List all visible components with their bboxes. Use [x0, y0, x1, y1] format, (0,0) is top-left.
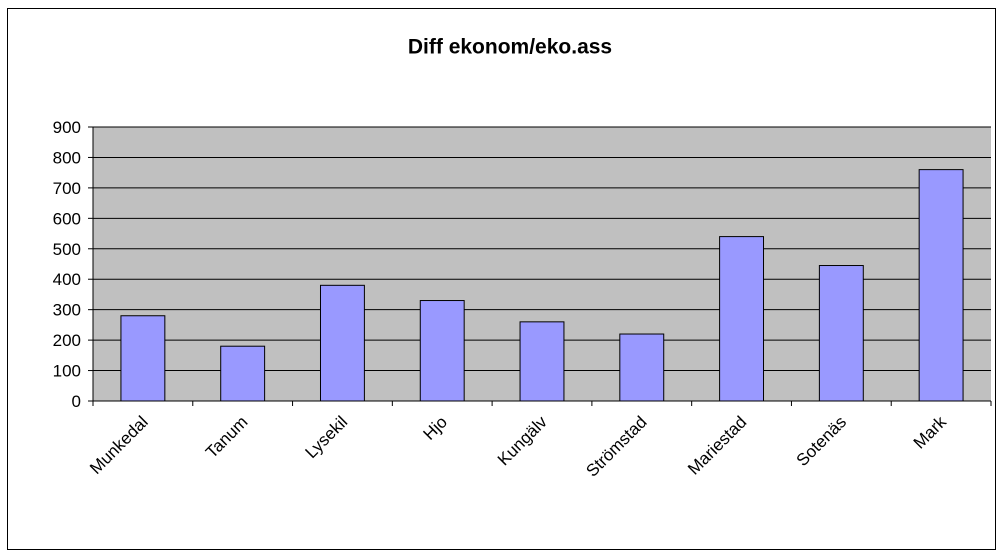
y-tick-label: 100: [53, 362, 81, 381]
y-tick-label: 200: [53, 331, 81, 350]
bar: [319, 284, 365, 402]
bar: [918, 169, 964, 402]
y-tick-label: 900: [53, 118, 81, 137]
bar: [120, 315, 166, 402]
y-tick-label: 400: [53, 270, 81, 289]
bar: [719, 236, 765, 402]
y-tick-label: 0: [72, 392, 81, 411]
y-tick-label: 700: [53, 179, 81, 198]
y-tick-label: 300: [53, 301, 81, 320]
y-tick-label: 600: [53, 209, 81, 228]
bar: [519, 321, 565, 402]
chart-title: Diff ekonom/eko.ass: [408, 36, 612, 59]
bar: [220, 345, 266, 402]
bar: [818, 265, 864, 402]
bar: [419, 300, 465, 402]
y-tick-label: 500: [53, 240, 81, 259]
y-tick-label: 800: [53, 148, 81, 167]
bar: [619, 333, 665, 402]
